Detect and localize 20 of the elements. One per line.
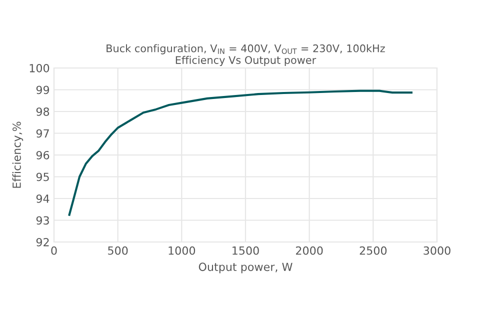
x-tick-label: 0	[51, 246, 57, 255]
y-tick-label: 100	[30, 64, 50, 72]
y-tick-label: 97	[36, 129, 49, 138]
x-tick-label: 2500	[360, 246, 387, 255]
x-tick-label: 1000	[168, 246, 196, 255]
y-tick-label: 98	[36, 107, 50, 116]
x-tick-label: 3000	[424, 246, 450, 255]
x-tick-label: 500	[108, 246, 128, 255]
x-tick-label: 1500	[232, 246, 259, 255]
x-axis-title: Output power, W	[198, 262, 292, 274]
y-axis-title: Efficiency,%	[12, 122, 24, 188]
y-tick-label: 96	[36, 150, 50, 160]
y-tick-label: 94	[36, 194, 50, 203]
y-tick-label: 95	[36, 172, 49, 182]
x-tick-label: 2000	[296, 246, 323, 255]
line-series	[68, 90, 413, 216]
chart-title: Buck configuration, V$_{IN}$ = 400V, V$_{OUT}$ = 230V, 100kHz Efficiency Vs Output power	[106, 44, 385, 66]
y-tick-label: 92	[36, 238, 49, 246]
y-tick-label: 93	[36, 216, 49, 225]
y-tick-label: 99	[36, 86, 50, 94]
